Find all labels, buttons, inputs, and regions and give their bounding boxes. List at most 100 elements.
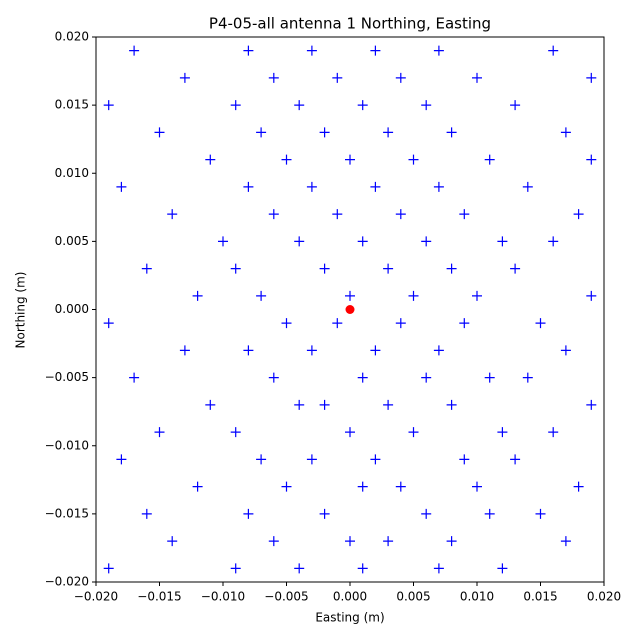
point — [433, 181, 444, 192]
x-tick-label: −0.020 — [74, 590, 118, 604]
x-axis-label: Easting (m) — [315, 611, 384, 625]
point — [129, 45, 140, 56]
point — [472, 481, 482, 492]
point — [548, 236, 559, 247]
point — [510, 263, 521, 274]
point — [497, 427, 508, 438]
point — [179, 72, 190, 83]
x-tick-label: 0.010 — [460, 590, 494, 604]
point — [281, 318, 292, 329]
point — [332, 72, 343, 83]
point — [230, 100, 241, 111]
point — [129, 372, 140, 383]
point — [560, 127, 571, 138]
point — [383, 536, 394, 547]
point — [218, 236, 228, 247]
point — [535, 508, 546, 519]
point — [459, 318, 470, 329]
point — [332, 209, 343, 220]
point — [141, 263, 152, 274]
point — [484, 508, 495, 519]
point — [573, 209, 584, 220]
y-tick-label: 0.015 — [55, 98, 89, 112]
chart-title: P4-05-all antenna 1 Northing, Easting — [209, 15, 491, 33]
point — [306, 181, 317, 192]
point — [256, 290, 267, 301]
point — [268, 209, 279, 220]
point — [103, 100, 114, 111]
point — [535, 318, 546, 329]
point — [192, 290, 203, 301]
point — [446, 399, 457, 410]
point — [357, 236, 368, 247]
point — [395, 318, 406, 329]
point — [345, 290, 355, 301]
point — [319, 127, 330, 138]
point — [446, 127, 457, 138]
point — [167, 209, 178, 220]
point — [510, 100, 521, 111]
point — [408, 154, 419, 165]
point — [256, 127, 267, 138]
point — [205, 399, 216, 410]
point — [433, 345, 444, 356]
point — [243, 45, 254, 56]
point — [586, 154, 597, 165]
point — [357, 100, 368, 111]
point — [510, 454, 521, 465]
point — [497, 236, 508, 247]
point — [154, 427, 165, 438]
point — [421, 100, 432, 111]
point — [256, 454, 267, 465]
y-tick-label: −0.015 — [45, 506, 89, 520]
y-tick-label: 0.000 — [55, 302, 89, 316]
point — [370, 45, 381, 56]
point — [154, 127, 165, 138]
point — [370, 181, 381, 192]
point — [586, 72, 597, 83]
point — [357, 372, 368, 383]
point — [421, 236, 432, 247]
point — [281, 154, 292, 165]
point — [141, 508, 152, 519]
point — [548, 45, 559, 56]
point — [484, 154, 495, 165]
point — [370, 345, 381, 356]
point — [294, 563, 305, 574]
point — [345, 427, 355, 438]
point — [306, 345, 317, 356]
point — [446, 536, 457, 547]
y-tick-label: −0.020 — [45, 575, 89, 589]
point — [459, 209, 470, 220]
point — [306, 45, 317, 56]
point — [421, 508, 432, 519]
point — [421, 372, 432, 383]
point — [294, 236, 305, 247]
point — [433, 563, 444, 574]
point — [586, 290, 597, 301]
point — [179, 345, 190, 356]
point — [268, 72, 279, 83]
point — [230, 427, 241, 438]
point — [484, 372, 495, 383]
point — [268, 372, 279, 383]
point — [548, 427, 559, 438]
point — [522, 181, 533, 192]
point — [167, 536, 178, 547]
point — [205, 154, 216, 165]
point — [116, 181, 127, 192]
point — [294, 399, 305, 410]
point — [319, 399, 330, 410]
x-tick-label: 0.015 — [523, 590, 557, 604]
x-tick-label: −0.005 — [264, 590, 308, 604]
point — [560, 345, 571, 356]
point — [116, 454, 127, 465]
point — [281, 481, 292, 492]
point — [243, 345, 254, 356]
y-tick-label: 0.020 — [55, 30, 89, 44]
point — [383, 127, 394, 138]
x-tick-label: 0.000 — [333, 590, 367, 604]
point — [357, 563, 368, 574]
point — [357, 481, 368, 492]
